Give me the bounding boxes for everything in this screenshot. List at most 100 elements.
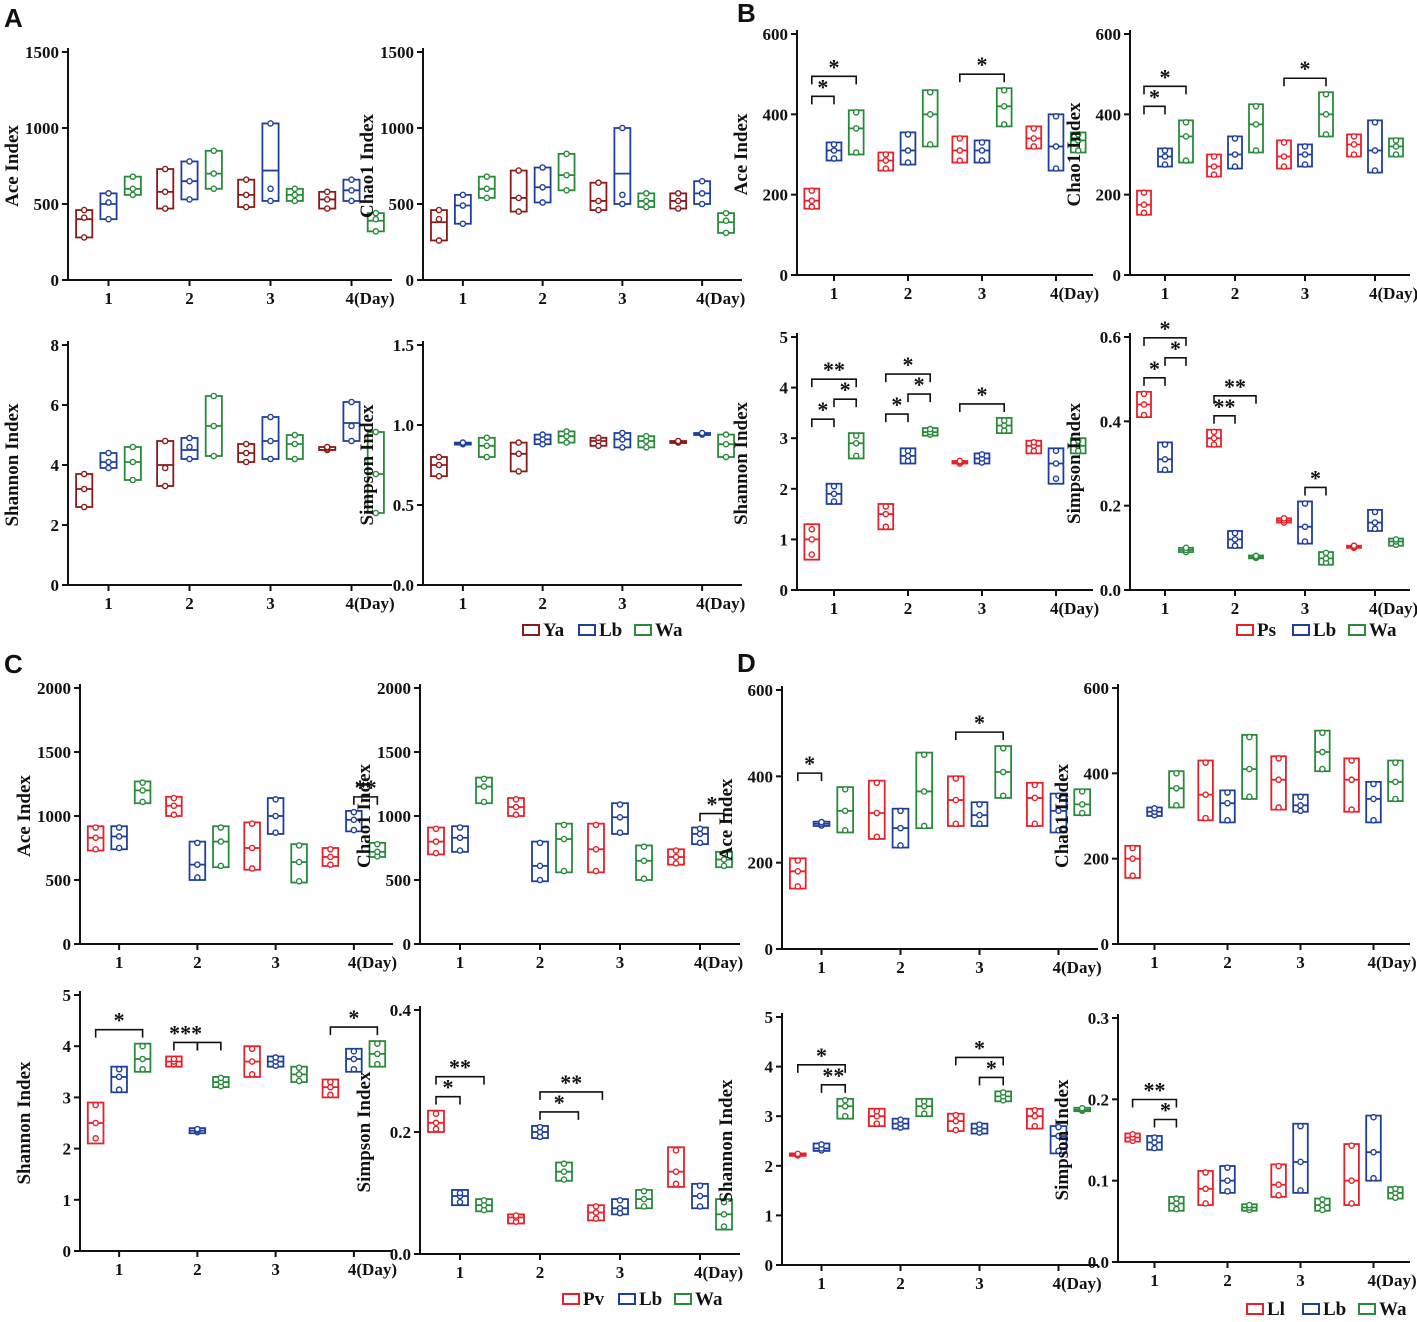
data-point: [897, 842, 904, 849]
data-point: [170, 811, 178, 819]
data-point: [1246, 793, 1253, 801]
box-ps: [1136, 390, 1152, 419]
x-tick-label: 2: [1231, 284, 1240, 303]
data-point: [873, 833, 881, 841]
x-tick-label: 4(Day): [348, 953, 397, 972]
data-point: [1348, 757, 1355, 764]
significance-label: *: [114, 1008, 125, 1033]
data-point: [952, 775, 960, 782]
box-wa: [477, 173, 496, 202]
x-tick-label: 4(Day): [1369, 599, 1417, 618]
data-point: [1231, 542, 1239, 550]
significance-bracket: *: [885, 352, 931, 383]
data-point: [722, 229, 730, 237]
data-point: [616, 801, 624, 808]
data-point: [272, 829, 279, 836]
bracket-line: [833, 398, 857, 408]
data-point: [1182, 544, 1190, 552]
data-point: [536, 862, 544, 870]
box-lb: [973, 139, 991, 164]
significance-bracket: **: [1131, 1077, 1178, 1108]
data-point: [267, 120, 274, 127]
data-point: [841, 785, 849, 793]
box-rect: [212, 825, 230, 869]
data-point: [592, 821, 600, 829]
data-point: [456, 824, 464, 831]
box-lb: [613, 429, 632, 451]
significance-label: **: [355, 775, 377, 800]
x-tick-label: 4(Day): [1050, 599, 1099, 618]
box-ll: [1197, 759, 1214, 822]
data-point: [560, 835, 568, 843]
box-ll: [947, 1111, 965, 1134]
box-lb: [533, 431, 552, 448]
significance-label: *: [804, 751, 815, 776]
data-point: [920, 1098, 928, 1105]
box-lb: [1146, 805, 1163, 819]
box-ps: [1025, 438, 1043, 455]
significance-bracket: *: [329, 1005, 379, 1036]
data-point: [672, 1168, 680, 1175]
box-ya: [318, 443, 337, 454]
y-tick-label: 5: [63, 986, 72, 1005]
data-point: [830, 141, 838, 148]
data-point: [350, 1065, 358, 1073]
data-point: [619, 429, 626, 437]
data-point: [1210, 163, 1218, 170]
data-point: [92, 845, 99, 853]
bracket-line: [1143, 377, 1166, 386]
box-rect: [921, 89, 939, 148]
box-lb: [1157, 147, 1173, 168]
data-point: [808, 551, 816, 558]
data-point: [217, 862, 225, 870]
bracket-line: [811, 378, 857, 388]
data-point: [323, 188, 331, 196]
data-point: [999, 744, 1007, 752]
box-lb: [1292, 1122, 1309, 1194]
y-tick-label: 0.2: [1100, 497, 1121, 516]
box-pv: [86, 824, 105, 853]
box-wa: [368, 840, 387, 860]
bracket-line: [435, 1095, 461, 1105]
y-axis-label: Chao1 Index: [1064, 102, 1085, 206]
data-point: [129, 476, 137, 484]
data-point: [926, 111, 934, 118]
data-point: [186, 434, 193, 442]
data-point: [327, 853, 334, 861]
box-ll: [1197, 1169, 1214, 1207]
data-point: [1052, 165, 1060, 172]
data-point: [374, 848, 381, 856]
box-ps: [1346, 133, 1362, 158]
bracket-line: [1143, 337, 1187, 346]
data-point: [350, 816, 358, 824]
data-point: [897, 1116, 904, 1123]
y-tick-label: 6: [51, 396, 60, 415]
data-point: [1000, 417, 1008, 424]
data-point: [956, 157, 964, 164]
data-point: [272, 812, 279, 820]
data-point: [1297, 793, 1304, 801]
box-lb: [188, 1125, 207, 1136]
data-point: [1280, 153, 1288, 160]
data-point: [267, 455, 274, 463]
y-tick-label: 0: [780, 581, 789, 600]
data-point: [560, 1160, 568, 1168]
box-lb: [180, 434, 199, 463]
significance-bracket: *: [1143, 356, 1166, 386]
data-point: [539, 199, 546, 206]
data-point: [640, 843, 648, 851]
data-point: [1370, 780, 1377, 788]
legend-item-wa: Wa: [1358, 1299, 1407, 1320]
data-point: [248, 1045, 256, 1053]
data-point: [616, 1197, 624, 1204]
y-tick-label: 600: [1084, 679, 1110, 698]
data-point: [720, 1198, 728, 1206]
data-point: [432, 1119, 440, 1127]
data-point: [1031, 1122, 1039, 1130]
data-point: [194, 839, 201, 847]
data-point: [873, 1120, 881, 1127]
data-point: [92, 1135, 99, 1142]
data-point: [674, 190, 682, 197]
bracket-line: [94, 1028, 144, 1038]
